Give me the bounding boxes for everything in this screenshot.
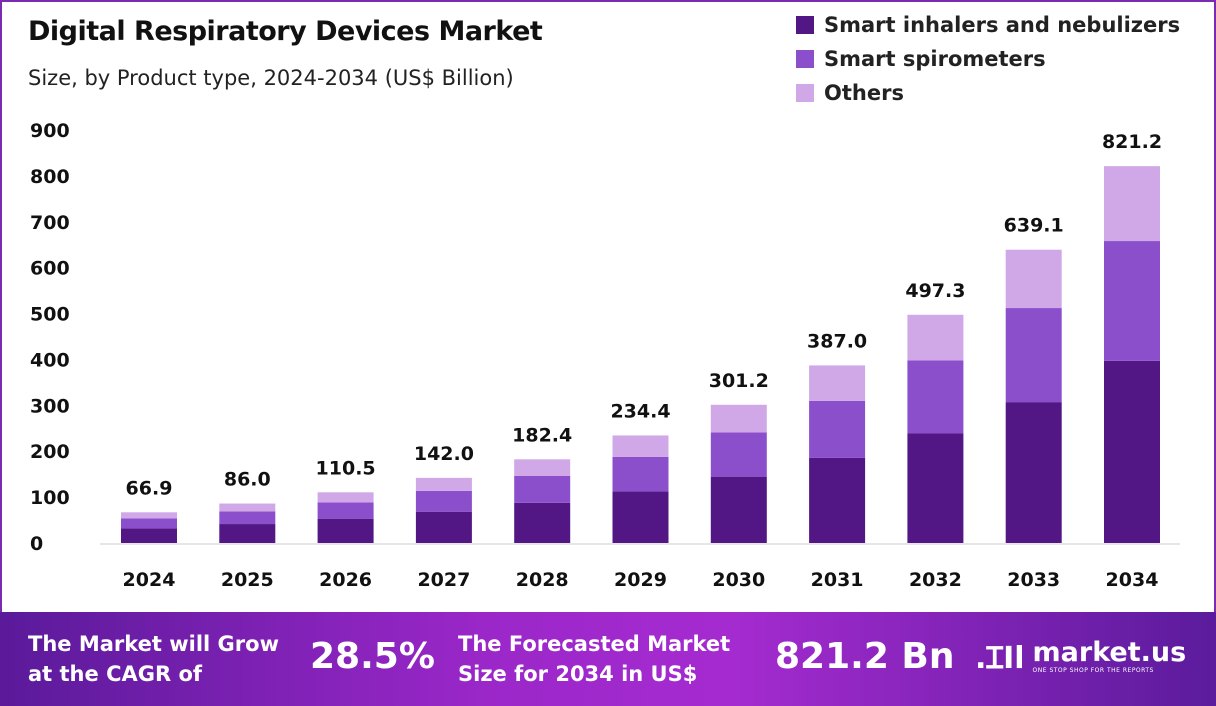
bar-segment-2031-1 (809, 400, 866, 458)
chart-plot: 0 100 200 300 400 500 600 700 800 900 66.9 2024 86.0… (30, 120, 1180, 591)
cagr-label-line2: at the CAGR of (28, 662, 203, 686)
data-label: 821.2 (1102, 131, 1162, 153)
summary-banner: The Market will Grow at the CAGR of 28.5… (0, 612, 1216, 706)
chart-title: Digital Respiratory Devices Market (28, 16, 543, 47)
legend-label: Smart inhalers and nebulizers (824, 13, 1181, 37)
legend: Smart inhalers and nebulizers Smart spir… (796, 8, 1180, 110)
bar-segment-2026-2 (317, 492, 374, 503)
forecast-label-line2: Size for 2034 in US$ (458, 662, 698, 686)
bar-segment-2030-0 (710, 476, 767, 543)
bar-segment-2033-0 (1005, 402, 1062, 543)
data-label: 387.0 (807, 330, 867, 352)
legend-label: Others (824, 81, 904, 105)
x-tick-label: 2027 (417, 569, 470, 591)
data-label: 142.0 (414, 443, 474, 465)
market-us-logo: .ꞮIl market.us ONE STOP SHOP FOR THE REP… (975, 636, 1186, 677)
logo-name: market.us (1032, 637, 1187, 668)
bar-segment-2028-1 (514, 476, 571, 503)
bar-segment-2027-2 (415, 477, 472, 491)
logo-tagline: ONE STOP SHOP FOR THE REPORTS (1032, 667, 1154, 674)
data-label: 86.0 (224, 469, 271, 491)
bar-segment-2030-2 (710, 404, 767, 433)
forecast-value: 821.2 Bn (775, 636, 955, 677)
bar-segment-2034-0 (1104, 360, 1160, 543)
x-tick-label: 2026 (319, 569, 372, 591)
cagr-value: 28.5% (310, 636, 435, 677)
forecast-label: The Forecasted Market Size for 2034 in U… (458, 629, 730, 689)
bar-segment-2026-0 (317, 518, 374, 543)
bar-segment-2032-1 (907, 360, 964, 434)
legend-item-spirometers: Smart spirometers (796, 42, 1180, 76)
data-label: 301.2 (709, 370, 769, 392)
data-label: 497.3 (905, 280, 965, 302)
logo-icon: .ꞮIl (975, 641, 1025, 676)
bar-segment-2027-0 (415, 511, 472, 543)
data-label: 639.1 (1004, 215, 1064, 237)
data-label: 182.4 (512, 424, 572, 446)
legend-swatch (796, 84, 814, 102)
bar-segment-2024-2 (121, 512, 177, 519)
forecast-label-line1: The Forecasted Market (458, 632, 731, 656)
y-tick-label: 600 (30, 258, 70, 280)
y-tick-label: 200 (30, 441, 70, 463)
legend-swatch (796, 16, 814, 34)
bar-segment-2028-2 (514, 459, 571, 477)
y-tick-label: 500 (30, 304, 70, 326)
chart-frame (0, 0, 1216, 612)
y-tick-label: 100 (30, 487, 70, 509)
bar-segment-2027-1 (415, 490, 472, 512)
bar-segment-2033-2 (1005, 249, 1062, 309)
y-tick-label: 0 (30, 533, 43, 555)
bar-segment-2031-0 (809, 457, 866, 543)
x-tick-label: 2034 (1106, 569, 1159, 591)
x-tick-label: 2029 (614, 569, 667, 591)
y-tick-label: 700 (30, 212, 70, 234)
bar-segment-2025-0 (219, 524, 276, 543)
data-label: 234.4 (610, 400, 670, 422)
bar-segment-2025-2 (219, 503, 276, 512)
y-tick-label: 300 (30, 395, 70, 417)
bar-segment-2029-0 (612, 491, 669, 543)
x-tick-label: 2033 (1007, 569, 1060, 591)
y-tick-label: 900 (30, 120, 70, 142)
legend-swatch (796, 50, 814, 68)
x-tick-label: 2024 (123, 569, 176, 591)
x-tick-label: 2031 (811, 569, 864, 591)
x-tick-label: 2030 (712, 569, 765, 591)
legend-label: Smart spirometers (824, 47, 1046, 71)
bar-segment-2032-2 (907, 314, 964, 361)
bar-segment-2031-2 (809, 365, 866, 401)
x-tick-label: 2025 (221, 569, 274, 591)
legend-item-others: Others (796, 76, 1180, 110)
legend-item-inhalers: Smart inhalers and nebulizers (796, 8, 1180, 42)
bar-segment-2033-1 (1005, 308, 1062, 403)
cagr-label: The Market will Grow at the CAGR of (28, 629, 279, 689)
x-tick-label: 2032 (909, 569, 962, 591)
chart-subtitle: Size, by Product type, 2024-2034 (US$ Bi… (28, 66, 514, 90)
bar-segment-2032-0 (907, 433, 964, 543)
cagr-label-line1: The Market will Grow (28, 632, 279, 656)
y-tick-label: 400 (30, 349, 70, 371)
bar-segment-2025-1 (219, 511, 276, 525)
bar-segment-2026-1 (317, 502, 374, 519)
y-tick-label: 800 (30, 166, 70, 188)
bar-segment-2024-0 (121, 528, 177, 543)
bar-segment-2034-1 (1104, 241, 1160, 361)
bar-segment-2028-0 (514, 502, 571, 543)
data-label: 110.5 (316, 457, 376, 479)
bar-segment-2029-1 (612, 456, 669, 492)
bar-segment-2029-2 (612, 435, 669, 457)
bar-segment-2024-1 (121, 518, 177, 529)
x-tick-label: 2028 (516, 569, 569, 591)
bar-segment-2034-2 (1104, 166, 1160, 242)
bar-segment-2030-1 (710, 432, 767, 477)
data-label: 66.9 (126, 477, 173, 499)
